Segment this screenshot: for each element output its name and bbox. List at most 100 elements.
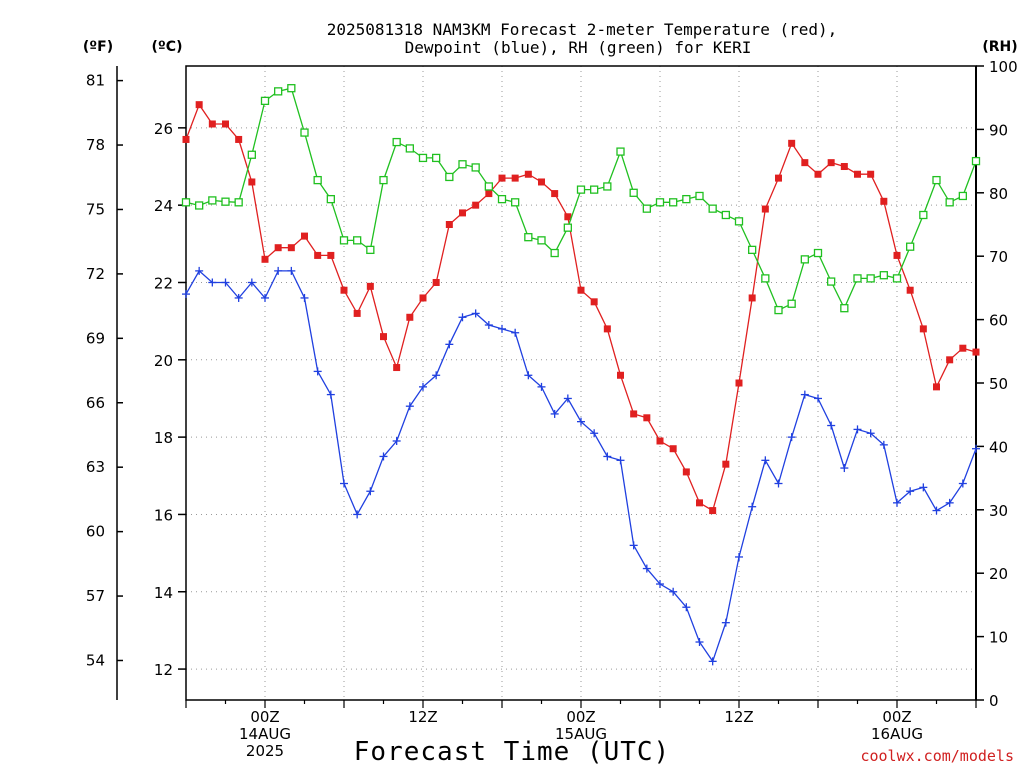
- data-point: [919, 325, 927, 333]
- fahrenheit-tick-label: 66: [86, 394, 105, 412]
- data-point: [813, 248, 823, 258]
- data-point: [945, 498, 954, 507]
- data-point: [748, 245, 757, 255]
- data-point: [497, 194, 507, 204]
- data-point: [247, 278, 256, 287]
- data-point: [287, 244, 295, 252]
- tick-labels: 54 57 60 63 66 69 72 75 78 81 12 14 16 18 20 22 24 26 0 10 2…: [86, 58, 1018, 760]
- data-point: [563, 394, 572, 403]
- data-point: [511, 174, 519, 182]
- chart-title-line1: 2025081318 NAM3KM Forecast 2-meter Tempe…: [327, 20, 838, 39]
- data-point: [564, 213, 572, 221]
- x-axis-label: Forecast Time (UTC): [354, 737, 670, 767]
- data-point: [418, 153, 428, 163]
- data-point: [669, 198, 678, 207]
- data-point: [879, 440, 888, 449]
- rh-tick-label: 50: [989, 375, 1008, 393]
- data-point: [642, 204, 651, 213]
- data-point: [853, 274, 862, 283]
- data-point: [221, 197, 230, 206]
- data-point: [919, 210, 928, 220]
- data-point: [353, 236, 362, 245]
- data-point: [471, 309, 480, 318]
- rh-unit-label: (RH): [982, 39, 1017, 55]
- data-point: [392, 436, 401, 445]
- fahrenheit-unit-label: (ºF): [83, 39, 113, 55]
- data-point: [182, 135, 190, 143]
- data-point: [405, 402, 414, 411]
- rh-tick-label: 20: [989, 565, 1008, 583]
- data-point: [379, 175, 388, 185]
- data-point: [629, 541, 638, 550]
- data-point: [866, 274, 875, 283]
- celsius-tick-label: 12: [154, 661, 173, 679]
- celsius-tick-label: 26: [154, 120, 173, 138]
- data-point: [405, 144, 414, 153]
- data-point: [761, 456, 770, 465]
- data-point: [445, 340, 454, 349]
- data-point: [339, 236, 349, 245]
- data-point: [326, 390, 335, 399]
- data-point: [208, 120, 216, 128]
- data-point: [234, 198, 243, 207]
- data-point: [787, 433, 796, 442]
- data-point: [814, 170, 822, 178]
- data-point: [484, 182, 493, 191]
- data-point: [524, 371, 533, 380]
- data-point: [748, 502, 757, 511]
- data-point: [827, 159, 835, 167]
- data-point: [274, 87, 283, 96]
- series-temperature: [182, 101, 980, 515]
- chart-title-line2: Dewpoint (blue), RH (green) for KERI: [405, 38, 752, 57]
- data-point: [261, 293, 269, 302]
- data-point: [287, 84, 296, 93]
- data-point: [247, 150, 256, 159]
- rh-tick-label: 60: [989, 312, 1008, 330]
- data-point: [761, 274, 770, 283]
- data-point: [445, 221, 453, 228]
- data-point: [432, 153, 441, 163]
- data-point: [445, 172, 454, 182]
- data-point: [616, 456, 625, 465]
- data-point: [669, 445, 677, 453]
- data-point: [800, 390, 809, 399]
- data-point: [854, 170, 861, 178]
- data-point: [353, 309, 361, 317]
- data-point: [393, 364, 401, 372]
- data-point: [459, 209, 466, 217]
- data-point: [366, 282, 374, 290]
- data-point: [458, 160, 467, 169]
- data-point: [735, 552, 743, 561]
- data-point: [893, 498, 901, 507]
- data-point: [945, 198, 954, 207]
- x-tick-label: 15AUG: [555, 725, 607, 743]
- rh-tick-label: 10: [989, 629, 1008, 647]
- data-point: [432, 371, 441, 380]
- rh-tick-label: 0: [989, 692, 999, 710]
- data-point: [958, 191, 967, 201]
- data-point: [892, 274, 902, 283]
- data-point: [682, 194, 691, 204]
- data-point: [840, 304, 849, 313]
- data-point: [300, 128, 309, 137]
- rh-tick-label: 40: [989, 438, 1008, 456]
- data-point: [208, 278, 217, 287]
- celsius-tick-label: 16: [154, 506, 173, 524]
- data-point: [537, 382, 546, 391]
- data-point: [827, 277, 836, 286]
- data-point: [301, 232, 308, 240]
- data-point: [708, 204, 717, 213]
- data-point: [827, 421, 836, 430]
- data-point: [932, 175, 941, 185]
- data-point: [577, 286, 585, 294]
- x-tick-label: 2025: [246, 742, 284, 760]
- data-point: [972, 444, 980, 453]
- celsius-tick-label: 18: [154, 429, 173, 447]
- celsius-unit-label: (ºC): [152, 39, 183, 55]
- data-point: [195, 201, 204, 210]
- series: [181, 84, 981, 666]
- data-point: [734, 217, 744, 226]
- data-point: [748, 294, 756, 302]
- data-point: [603, 182, 612, 191]
- data-point: [655, 198, 665, 207]
